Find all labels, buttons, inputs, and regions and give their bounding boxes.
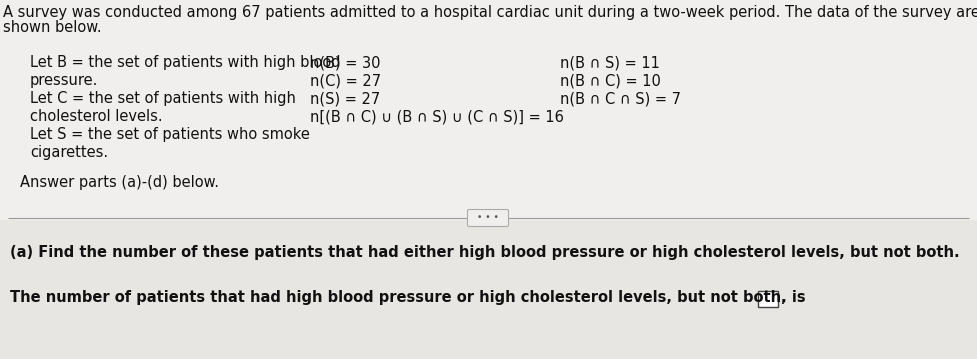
Text: • • •: • • • (477, 214, 499, 223)
Text: Let S = the set of patients who smoke: Let S = the set of patients who smoke (30, 127, 310, 142)
Text: A survey was conducted among 67 patients admitted to a hospital cardiac unit dur: A survey was conducted among 67 patients… (3, 5, 977, 20)
Text: Let C = the set of patients with high: Let C = the set of patients with high (30, 91, 296, 106)
Text: (a) Find the number of these patients that had either high blood pressure or hig: (a) Find the number of these patients th… (10, 245, 959, 260)
Text: n(C) = 27: n(C) = 27 (310, 73, 381, 88)
Text: shown below.: shown below. (3, 20, 102, 35)
Text: n(B) = 30: n(B) = 30 (310, 55, 380, 70)
Text: pressure.: pressure. (30, 73, 99, 88)
FancyBboxPatch shape (468, 210, 508, 227)
Text: .: . (780, 290, 786, 305)
Text: n(B ∩ C ∩ S) = 7: n(B ∩ C ∩ S) = 7 (560, 91, 681, 106)
Text: Let B = the set of patients with high blood: Let B = the set of patients with high bl… (30, 55, 341, 70)
Text: cholesterol levels.: cholesterol levels. (30, 109, 162, 124)
Bar (758, 291, 778, 307)
Text: Answer parts (a)-(d) below.: Answer parts (a)-(d) below. (20, 175, 219, 190)
Text: cigarettes.: cigarettes. (30, 145, 108, 160)
Text: n(B ∩ S) = 11: n(B ∩ S) = 11 (560, 55, 659, 70)
Text: n(S) = 27: n(S) = 27 (310, 91, 380, 106)
Text: n[(B ∩ C) ∪ (B ∩ S) ∪ (C ∩ S)] = 16: n[(B ∩ C) ∪ (B ∩ S) ∪ (C ∩ S)] = 16 (310, 109, 564, 124)
Text: n(B ∩ C) = 10: n(B ∩ C) = 10 (560, 73, 660, 88)
Bar (0, 220, 977, 359)
Text: The number of patients that had high blood pressure or high cholesterol levels, : The number of patients that had high blo… (10, 290, 806, 305)
